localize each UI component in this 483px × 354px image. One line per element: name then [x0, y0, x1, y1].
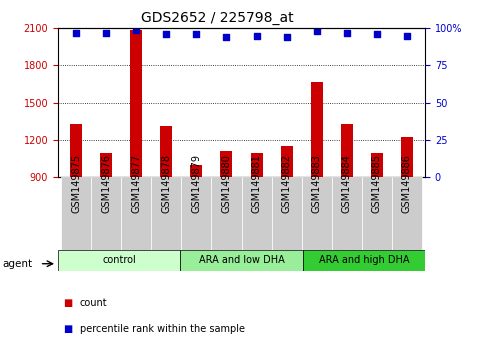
- Text: ■: ■: [63, 298, 72, 308]
- Point: [132, 27, 140, 33]
- Bar: [91, 177, 121, 250]
- Point: [343, 30, 351, 36]
- Text: GSM149882: GSM149882: [282, 154, 292, 213]
- Bar: [58, 250, 180, 271]
- Text: GSM149886: GSM149886: [402, 154, 412, 213]
- Point: [72, 30, 80, 36]
- Text: count: count: [80, 298, 107, 308]
- Text: GSM149881: GSM149881: [252, 154, 261, 213]
- Text: GSM149885: GSM149885: [372, 154, 382, 213]
- Text: GSM149877: GSM149877: [131, 154, 141, 213]
- Text: agent: agent: [2, 259, 32, 269]
- Point: [373, 32, 381, 37]
- Bar: [220, 151, 232, 177]
- Bar: [121, 177, 151, 250]
- Bar: [242, 177, 271, 250]
- Text: ARA and high DHA: ARA and high DHA: [319, 255, 409, 265]
- Text: GDS2652 / 225798_at: GDS2652 / 225798_at: [141, 11, 294, 25]
- Point: [193, 32, 200, 37]
- Bar: [392, 177, 422, 250]
- Bar: [251, 154, 263, 177]
- Bar: [160, 126, 172, 177]
- Point: [403, 33, 411, 39]
- Point: [102, 30, 110, 36]
- Bar: [303, 250, 425, 271]
- Bar: [271, 177, 302, 250]
- Text: ARA and low DHA: ARA and low DHA: [199, 255, 284, 265]
- Bar: [212, 177, 242, 250]
- Point: [162, 32, 170, 37]
- Bar: [130, 30, 142, 177]
- Point: [253, 33, 260, 39]
- Bar: [181, 177, 212, 250]
- Bar: [311, 82, 323, 177]
- Bar: [371, 154, 383, 177]
- Text: GSM149875: GSM149875: [71, 154, 81, 213]
- Text: GSM149879: GSM149879: [191, 154, 201, 213]
- Point: [313, 28, 321, 34]
- Bar: [70, 124, 82, 177]
- Bar: [401, 137, 413, 177]
- Bar: [362, 177, 392, 250]
- Bar: [100, 154, 112, 177]
- Text: GSM149883: GSM149883: [312, 154, 322, 213]
- Bar: [332, 177, 362, 250]
- Text: GSM149878: GSM149878: [161, 154, 171, 213]
- Text: percentile rank within the sample: percentile rank within the sample: [80, 324, 245, 334]
- Text: ■: ■: [63, 324, 72, 334]
- Text: GSM149884: GSM149884: [342, 154, 352, 213]
- Bar: [281, 146, 293, 177]
- Point: [223, 34, 230, 40]
- Text: GSM149880: GSM149880: [222, 154, 231, 213]
- Text: GSM149876: GSM149876: [101, 154, 111, 213]
- Point: [283, 34, 290, 40]
- Bar: [180, 250, 303, 271]
- Bar: [151, 177, 181, 250]
- Text: control: control: [102, 255, 136, 265]
- Bar: [61, 177, 91, 250]
- Bar: [302, 177, 332, 250]
- Bar: [341, 124, 353, 177]
- Bar: [190, 165, 202, 177]
